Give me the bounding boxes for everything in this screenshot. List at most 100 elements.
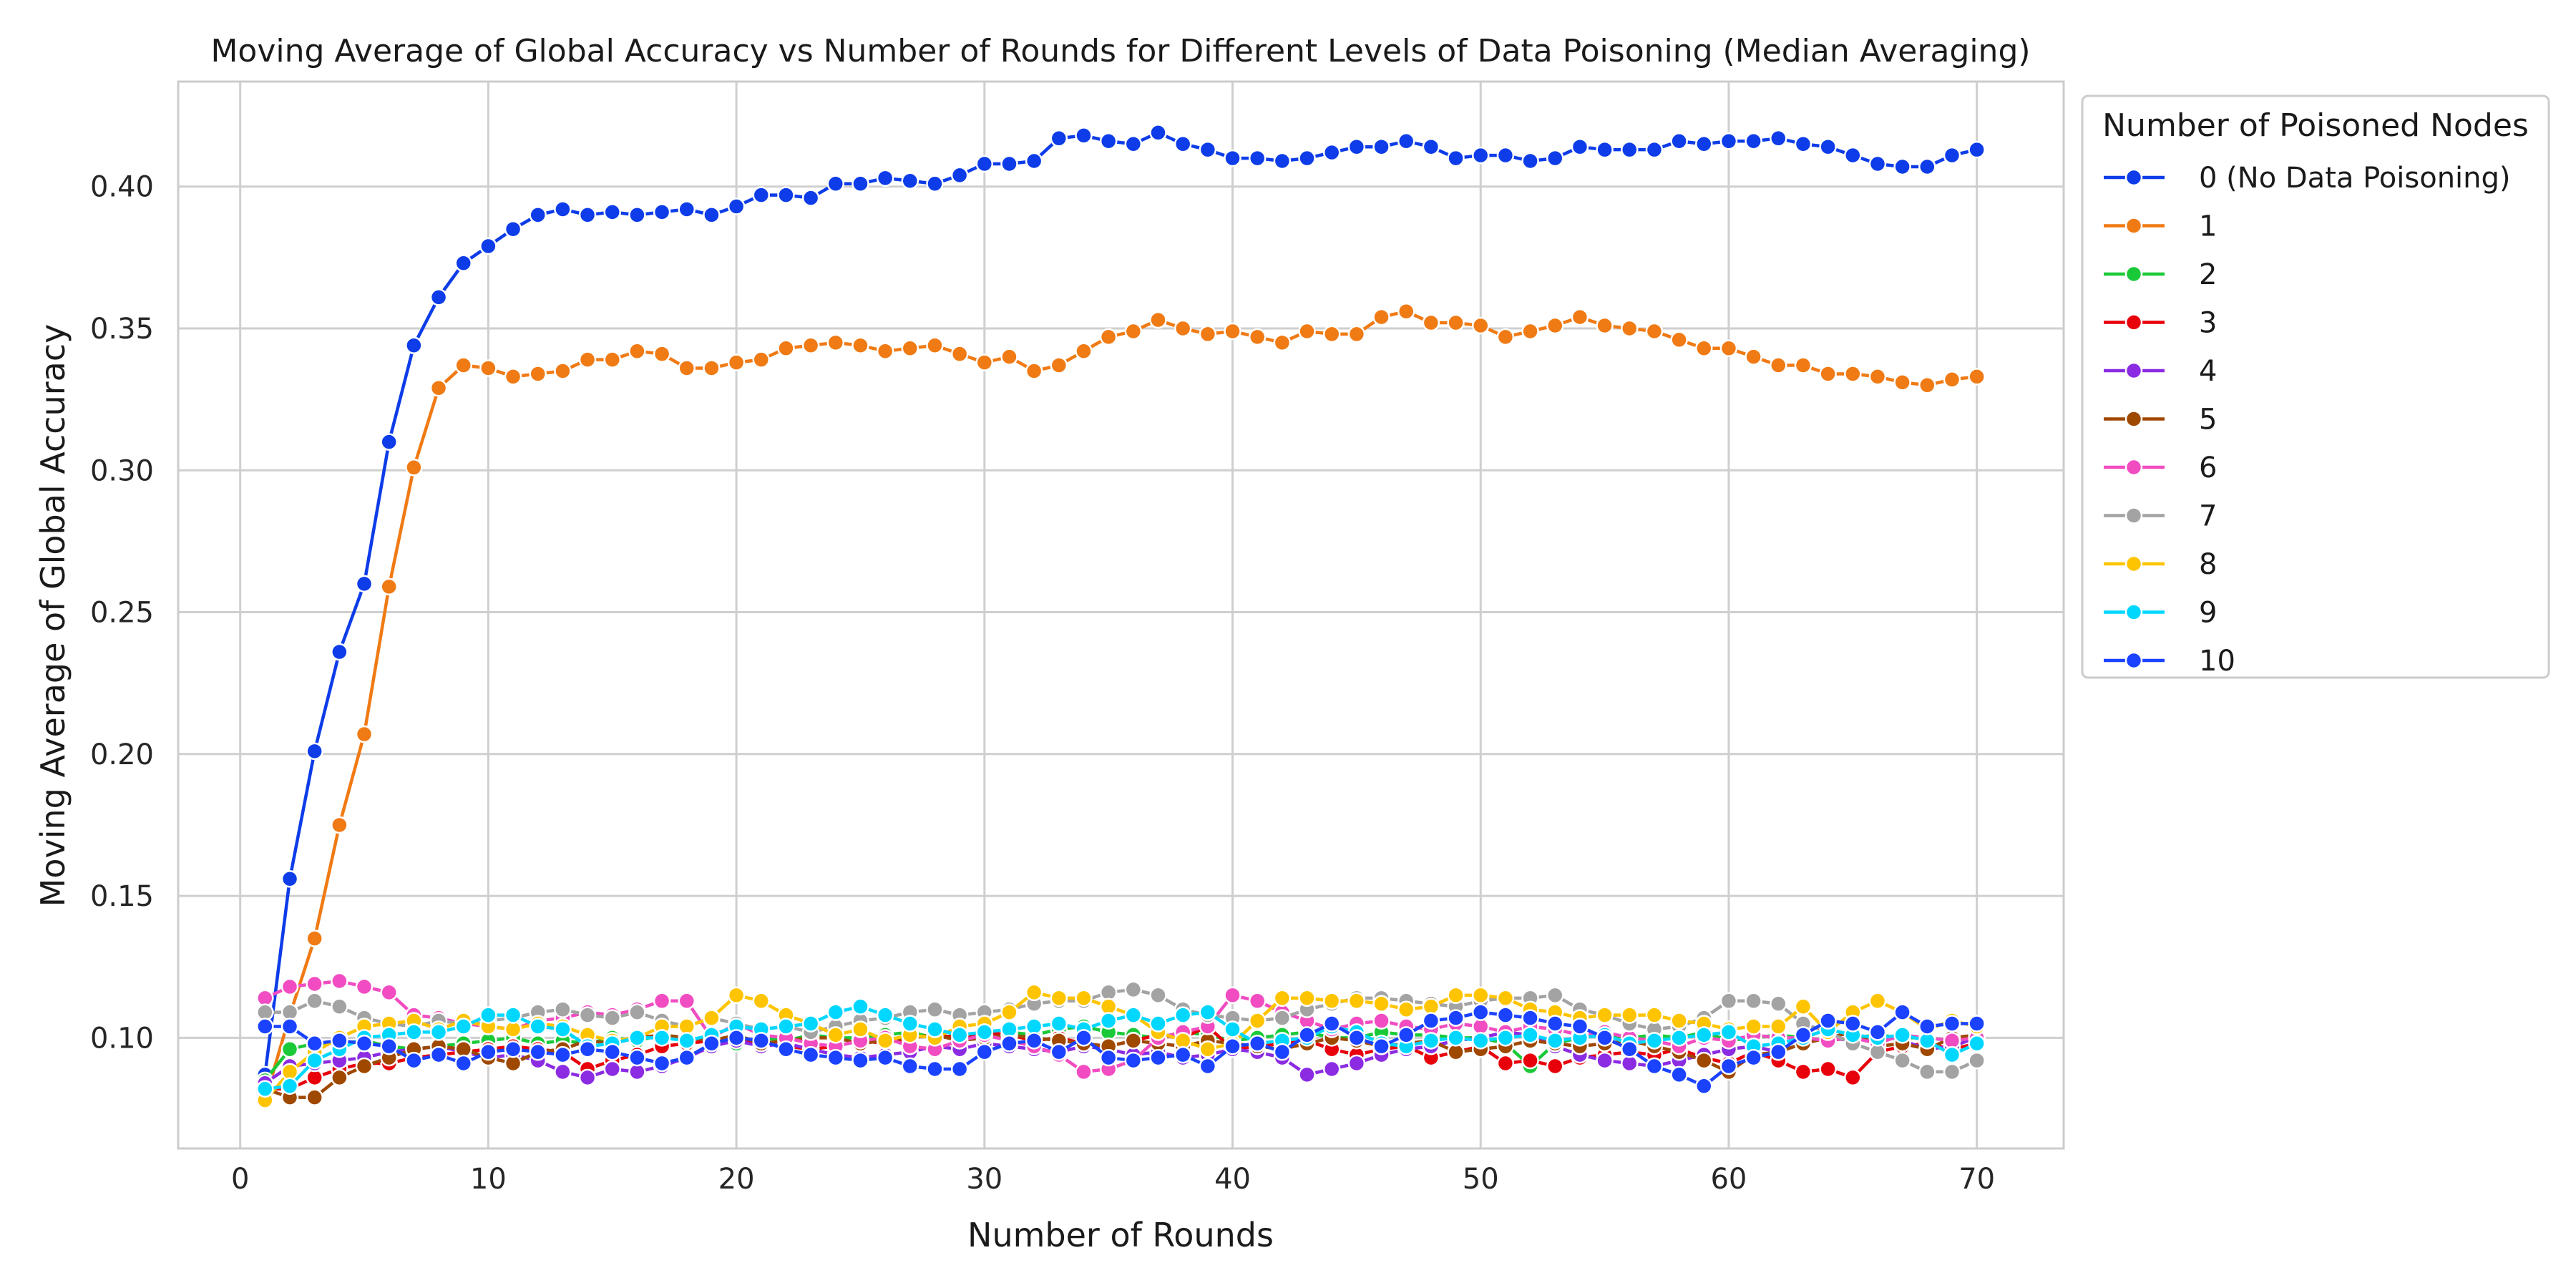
data-point	[1621, 1040, 1639, 1058]
data-point	[504, 220, 522, 238]
data-point	[429, 379, 448, 397]
data-point	[901, 172, 919, 190]
data-point	[752, 186, 771, 204]
data-point	[479, 237, 497, 255]
data-point	[1496, 1029, 1515, 1047]
data-point	[529, 1018, 547, 1035]
data-point	[1770, 1018, 1787, 1035]
data-point	[1621, 1006, 1639, 1024]
data-point	[1298, 1026, 1316, 1044]
data-point	[1645, 140, 1664, 159]
data-point	[306, 1051, 323, 1070]
data-point	[826, 1003, 845, 1021]
data-point	[603, 1009, 621, 1027]
data-point	[1943, 1015, 1961, 1033]
data-point	[1546, 149, 1564, 167]
data-point	[429, 1023, 448, 1041]
legend-label: 10	[2199, 645, 2235, 678]
data-point	[1124, 322, 1143, 341]
legend-item: 10	[2104, 645, 2235, 678]
series-10	[256, 1003, 1986, 1096]
x-axis-ticks: 0 10 20 30 40 50 60 70	[231, 1163, 1995, 1196]
data-point	[1149, 986, 1167, 1005]
legend-label: 7	[2199, 500, 2217, 533]
data-point	[1745, 992, 1762, 1010]
data-point	[1174, 1045, 1192, 1064]
data-point	[852, 1020, 869, 1038]
data-point	[653, 1029, 671, 1047]
data-point	[1372, 137, 1390, 156]
data-point	[603, 351, 621, 369]
data-point	[1050, 130, 1068, 147]
data-point	[975, 155, 994, 173]
legend-label: 2	[2199, 258, 2217, 291]
data-point	[1397, 302, 1415, 321]
legend-marker	[2124, 313, 2143, 331]
data-point	[1124, 1032, 1143, 1050]
data-point	[1521, 1009, 1539, 1027]
legend-title: Number of Poisoned Nodes	[2102, 107, 2529, 144]
data-point	[950, 1060, 969, 1078]
data-point	[603, 203, 621, 221]
data-point	[380, 1037, 398, 1055]
data-point	[1719, 132, 1738, 150]
series-line	[263, 309, 1977, 1101]
data-point	[405, 336, 423, 355]
data-point	[331, 972, 348, 990]
data-point	[1645, 1006, 1664, 1024]
data-point	[1372, 308, 1390, 326]
y-tick-label: 0.10	[90, 1022, 154, 1055]
data-point	[1844, 1068, 1862, 1087]
data-point	[1000, 1003, 1018, 1021]
plot-area	[177, 80, 2065, 1150]
data-point	[727, 986, 746, 1005]
data-point	[1025, 1032, 1043, 1050]
data-point	[1868, 155, 1887, 173]
data-point	[256, 1080, 274, 1098]
series-layer	[256, 124, 1986, 1109]
data-point	[1372, 1012, 1390, 1030]
data-point	[1372, 995, 1390, 1013]
data-point	[1745, 1048, 1762, 1067]
data-point	[306, 1088, 323, 1106]
data-point	[703, 1035, 721, 1053]
y-tick-label: 0.35	[90, 313, 154, 346]
data-point	[628, 342, 646, 360]
legend-marker	[2124, 265, 2143, 283]
data-point	[1770, 130, 1787, 147]
data-point	[1050, 1015, 1068, 1033]
data-point	[1596, 140, 1614, 159]
data-point	[405, 1023, 423, 1041]
data-point	[1447, 1009, 1465, 1027]
data-point	[926, 1020, 944, 1038]
data-point	[1099, 1048, 1118, 1067]
data-point	[454, 1054, 472, 1073]
data-point	[703, 1009, 721, 1027]
data-point	[1174, 1006, 1192, 1024]
data-point	[380, 983, 398, 1002]
data-point	[306, 975, 323, 993]
legend-marker	[2124, 361, 2143, 380]
data-point	[479, 359, 497, 377]
data-point	[727, 353, 746, 371]
data-point	[1322, 992, 1341, 1010]
data-point	[1397, 1026, 1415, 1044]
legend-label: 6	[2199, 452, 2217, 484]
data-point	[405, 1051, 423, 1070]
data-point	[1571, 1018, 1589, 1035]
data-point	[1224, 149, 1241, 167]
data-point	[504, 1040, 522, 1058]
data-point	[1521, 152, 1539, 170]
data-point	[975, 1043, 994, 1061]
data-point	[628, 1048, 646, 1067]
data-point	[1099, 132, 1118, 150]
data-point	[578, 1068, 597, 1087]
legend-marker	[2124, 458, 2143, 477]
y-tick-label: 0.40	[90, 171, 154, 204]
data-point	[1471, 986, 1490, 1005]
data-point	[1347, 137, 1366, 156]
data-point	[1322, 1060, 1341, 1078]
data-point	[901, 1057, 919, 1075]
data-point	[876, 342, 894, 360]
y-axis-ticks: 0.10 0.15 0.20 0.25 0.30 0.35 0.40	[90, 171, 154, 1055]
